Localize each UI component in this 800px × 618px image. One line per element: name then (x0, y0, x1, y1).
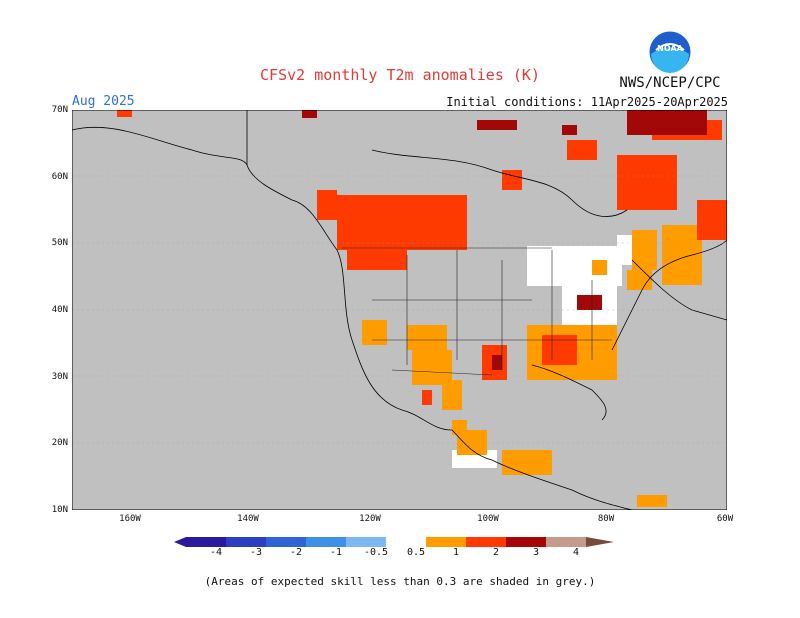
colorbar-swatch-8 (466, 537, 506, 547)
anomaly-0.5-1-areas (342, 220, 702, 507)
lon-label-120w: 120W (359, 514, 381, 524)
colorbar-swatch-9 (506, 537, 546, 547)
lon-label-160w: 160W (119, 514, 141, 524)
colorbar-swatch-4 (306, 537, 346, 547)
noaa-logo: NOAA (648, 30, 692, 74)
colorbar-label-05: 0.5 (406, 547, 426, 558)
colorbar-swatch-2 (226, 537, 266, 547)
noaa-logo-text: NOAA (657, 44, 683, 53)
lat-label-10n: 10N (51, 505, 68, 515)
lon-label-80w: 80W (597, 514, 615, 524)
lat-label-20n: 20N (51, 438, 68, 448)
colorbar-label-m3: -3 (249, 547, 263, 558)
forecast-month: Aug 2025 (72, 94, 135, 109)
skill-footnote: (Areas of expected skill less than 0.3 a… (204, 575, 596, 588)
initial-conditions: Initial conditions: 11Apr2025-20Apr2025 (446, 95, 728, 109)
agency-label: NWS/NCEP/CPC (619, 75, 721, 91)
colorbar-swatch-7 (426, 537, 466, 547)
colorbar-swatch-5 (346, 537, 386, 547)
colorbar-label-m4: -4 (209, 547, 223, 558)
map-title: CFSv2 monthly T2m anomalies (K) (260, 66, 540, 84)
colorbar-swatch-3 (266, 537, 306, 547)
lat-label-60n: 60N (51, 172, 68, 182)
colorbar-arrow-high (586, 537, 614, 547)
colorbar-swatch-6 (386, 537, 426, 547)
anomaly-map (72, 110, 727, 510)
lat-label-40n: 40N (51, 305, 68, 315)
colorbar (174, 537, 614, 547)
colorbar-arrow-low (174, 537, 186, 547)
colorbar-label-1: 1 (452, 547, 460, 558)
colorbar-label-m1: -1 (329, 547, 343, 558)
anomaly-1-2-areas (117, 110, 727, 405)
graticule (72, 175, 727, 444)
lat-label-50n: 50N (51, 238, 68, 248)
lat-label-70n: 70N (51, 105, 68, 115)
lon-label-60w: 60W (716, 514, 734, 524)
lon-label-100w: 100W (477, 514, 499, 524)
lat-label-30n: 30N (51, 372, 68, 382)
coastlines (72, 110, 727, 510)
colorbar-label-4: 4 (572, 547, 580, 558)
colorbar-label-m2: -2 (289, 547, 303, 558)
colorbar-swatch-1 (186, 537, 226, 547)
lon-label-140w: 140W (237, 514, 259, 524)
colorbar-swatch-10 (546, 537, 586, 547)
colorbar-label-m05: -0.5 (363, 547, 389, 558)
anomaly-2-3-areas (302, 110, 707, 370)
colorbar-label-3: 3 (532, 547, 540, 558)
colorbar-label-2: 2 (492, 547, 500, 558)
